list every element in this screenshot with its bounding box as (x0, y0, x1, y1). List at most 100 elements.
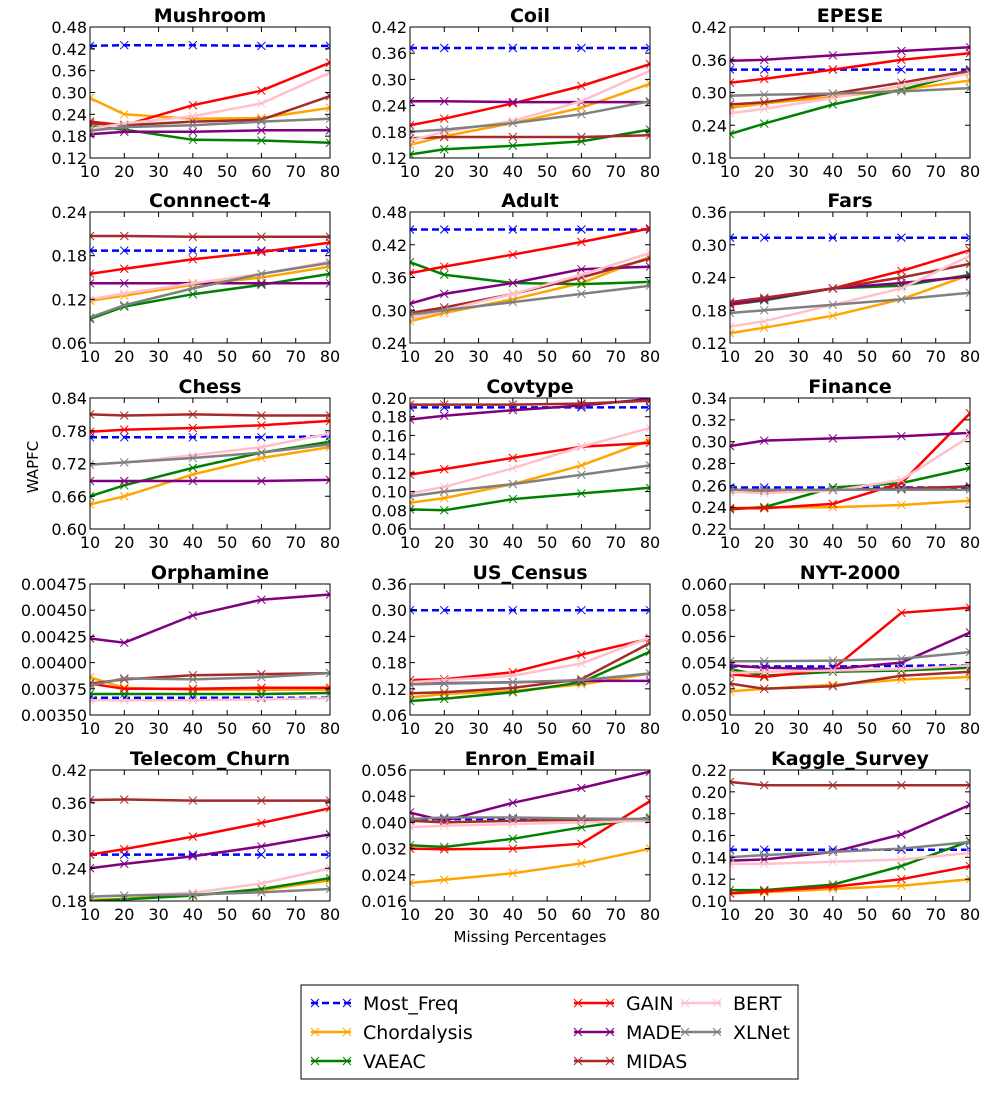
y-tick-label: 0.20 (371, 389, 407, 408)
series-line-made (410, 770, 650, 823)
data-point-xlnet-1 (439, 487, 449, 496)
x-tick-label: 10 (80, 905, 100, 924)
data-point-chordalysis-1 (439, 493, 449, 503)
data-point-gain-0 (410, 844, 415, 853)
data-point-midas-2 (508, 400, 518, 409)
series-group (730, 233, 970, 338)
data-point-xlnet-0 (730, 656, 735, 666)
data-point-xlnet-0 (90, 126, 95, 136)
data-point-vaeac-4 (325, 873, 330, 883)
data-point-most-freq-1 (119, 432, 129, 442)
y-tick-label: 0.78 (51, 422, 87, 441)
series-line-bert (410, 426, 650, 495)
data-point-xlnet-2 (828, 300, 838, 310)
data-point-vaeac-4 (645, 647, 650, 657)
panel-nyt-2000: NYT-2000 10 20 30 40 50 60 70 80 0.050 0.052 0.054 0… (681, 562, 980, 738)
data-point-made-3 (897, 46, 906, 56)
data-point-made-1 (759, 55, 769, 65)
data-point-made-0 (410, 808, 415, 817)
series-group (410, 605, 650, 706)
data-point-vaeac-0 (730, 129, 735, 139)
data-point-gain-2 (828, 882, 838, 892)
x-tick-label: 60 (251, 905, 271, 924)
x-tick-label: 50 (537, 533, 557, 552)
data-point-midas-2 (188, 410, 198, 419)
data-point-vaeac-3 (577, 279, 586, 289)
data-point-xlnet-3 (577, 109, 586, 119)
data-point-xlnet-3 (577, 675, 586, 685)
panel-title-adult: Adult (501, 190, 558, 212)
y-tick-label: 0.36 (371, 44, 407, 63)
data-point-made-0 (90, 634, 95, 643)
y-tick-label: 0.12 (51, 290, 87, 309)
y-tick-label: 0.056 (681, 627, 727, 646)
legend-marker-end (342, 1056, 352, 1066)
data-point-xlnet-4 (645, 669, 650, 678)
x-tick-label: 70 (286, 533, 306, 552)
series-line-midas (730, 69, 970, 106)
data-point-most-freq-4 (325, 850, 330, 859)
x-tick-label: 40 (183, 347, 203, 366)
data-point-made-2 (828, 664, 838, 674)
x-tick-label: 10 (80, 719, 100, 738)
data-point-gain-3 (897, 608, 906, 618)
data-point-most-freq-0 (410, 605, 415, 615)
data-point-xlnet-4 (645, 96, 650, 106)
data-point-vaeac-1 (439, 505, 449, 515)
data-point-xlnet-0 (410, 127, 415, 137)
data-point-made-0 (410, 299, 415, 309)
y-tick-label: 0.32 (691, 411, 727, 430)
data-point-xlnet-0 (90, 313, 95, 322)
data-point-midas-4 (325, 232, 330, 242)
data-point-gain-0 (730, 503, 735, 513)
x-tick-label: 60 (571, 162, 591, 181)
y-tick-label: 0.18 (691, 805, 727, 824)
data-point-bert-3 (257, 99, 266, 108)
data-point-chordalysis-2 (828, 311, 838, 321)
data-point-made-3 (257, 125, 266, 135)
data-point-midas-4 (645, 130, 650, 140)
data-point-vaeac-0 (90, 491, 95, 501)
data-point-gain-0 (410, 120, 415, 130)
data-point-xlnet-2 (828, 89, 838, 98)
data-point-most-freq-2 (188, 40, 198, 50)
x-tick-label: 80 (640, 905, 660, 924)
y-tick-label: 0.36 (51, 62, 87, 81)
data-point-bert-2 (508, 819, 518, 829)
x-tick-label: 40 (183, 162, 203, 181)
data-point-xlnet-1 (119, 122, 129, 132)
x-tick-label: 30 (468, 905, 488, 924)
data-point-chordalysis-3 (577, 461, 586, 470)
series-group (730, 777, 970, 898)
x-tick-label: 30 (148, 533, 168, 552)
data-point-chordalysis-4 (965, 76, 970, 85)
data-point-bert-3 (257, 694, 266, 704)
x-tick-label: 50 (217, 533, 237, 552)
y-tick-label: 0.032 (361, 840, 407, 859)
y-tick-label: 0.30 (691, 433, 727, 452)
legend-entry-made: MADE (573, 1022, 682, 1044)
x-tick-label: 10 (80, 162, 100, 181)
data-point-midas-4 (965, 667, 970, 677)
data-point-midas-1 (759, 293, 769, 303)
y-tick-label: 0.12 (371, 464, 407, 483)
data-point-gain-4 (965, 861, 970, 871)
data-point-bert-3 (577, 659, 586, 668)
x-tick-label: 40 (823, 347, 843, 366)
x-tick-label: 20 (754, 905, 774, 924)
x-tick-label: 60 (571, 533, 591, 552)
y-tick-label: 0.056 (361, 761, 407, 780)
data-point-gain-2 (188, 832, 198, 841)
legend-entry-xlnet: XLNet (680, 1022, 790, 1044)
data-point-midas-0 (410, 400, 415, 409)
x-tick-label: 50 (537, 162, 557, 181)
data-point-bert-4 (325, 68, 330, 77)
data-point-midas-4 (965, 780, 970, 790)
data-point-bert-4 (965, 848, 970, 858)
y-tick-label: 0.26 (691, 476, 727, 495)
x-tick-label: 40 (823, 533, 843, 552)
x-tick-label: 60 (571, 905, 591, 924)
y-tick-label: 0.12 (371, 149, 407, 168)
data-point-bert-3 (897, 664, 906, 674)
